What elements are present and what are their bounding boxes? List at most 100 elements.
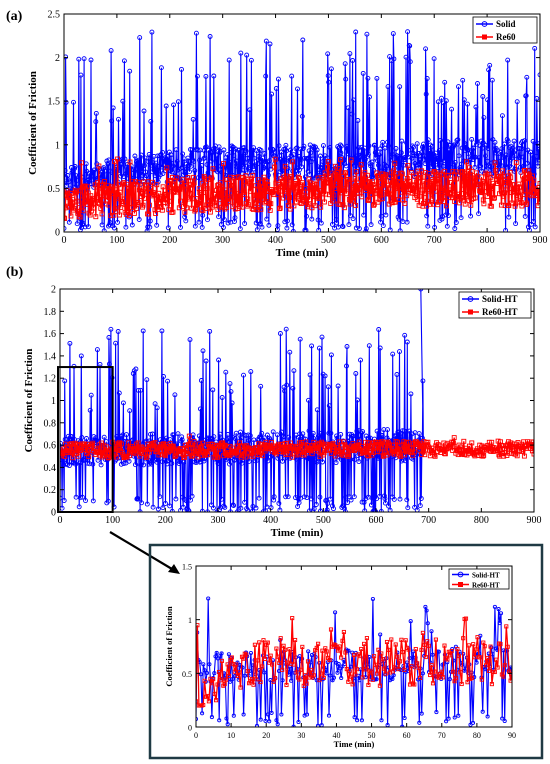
data-point	[160, 184, 166, 190]
x-tick-label: 0	[62, 235, 67, 246]
data-point	[214, 183, 220, 189]
data-point	[399, 447, 405, 453]
data-point	[371, 453, 376, 459]
data-point	[425, 223, 431, 229]
data-point	[130, 437, 136, 443]
data-point	[343, 163, 349, 169]
data-point	[503, 152, 509, 158]
data-point	[275, 223, 281, 229]
data-point	[177, 176, 183, 182]
data-point	[271, 153, 277, 159]
data-point	[158, 204, 164, 210]
data-point	[204, 670, 210, 676]
data-point	[328, 66, 334, 72]
data-point	[308, 667, 313, 672]
data-point	[66, 179, 72, 185]
plot-frame	[63, 13, 541, 233]
data-point	[246, 458, 252, 464]
data-point	[277, 206, 283, 212]
data-point	[188, 191, 194, 197]
data-point	[75, 453, 81, 459]
data-point	[499, 146, 505, 152]
data-point	[475, 635, 480, 640]
data-point	[93, 110, 99, 116]
data-point	[298, 146, 304, 152]
data-point	[479, 677, 484, 682]
data-point	[102, 179, 107, 184]
data-point	[269, 91, 275, 97]
data-point	[478, 174, 484, 180]
data-point	[356, 459, 362, 465]
legend-marker	[482, 34, 487, 40]
data-point	[77, 495, 83, 501]
data-point	[402, 157, 408, 163]
data-point	[231, 713, 236, 718]
data-point	[341, 657, 346, 662]
data-point	[277, 660, 282, 665]
data-point	[345, 105, 351, 111]
data-point	[402, 332, 408, 338]
data-point	[85, 224, 91, 230]
data-point	[505, 57, 511, 63]
data-point	[293, 495, 298, 501]
data-point	[452, 159, 458, 165]
data-point	[201, 662, 206, 667]
data-point	[225, 722, 230, 727]
data-point	[180, 504, 186, 510]
data-point	[414, 196, 420, 202]
data-point	[197, 157, 202, 163]
data-point	[200, 348, 206, 354]
data-point	[373, 662, 378, 667]
data-point	[258, 147, 264, 153]
data-point	[395, 179, 401, 184]
data-point	[340, 449, 345, 455]
data-point	[328, 450, 334, 456]
data-point	[79, 435, 85, 440]
data-point	[374, 428, 380, 434]
data-point	[264, 216, 270, 222]
data-point	[442, 643, 447, 648]
data-point	[237, 226, 243, 232]
data-point	[376, 176, 382, 182]
data-point	[170, 163, 176, 169]
data-point	[300, 37, 306, 43]
data-point	[432, 669, 437, 674]
data-point	[356, 226, 362, 232]
data-point	[364, 636, 369, 641]
data-point	[309, 451, 315, 457]
y-tick-label: 0.5	[48, 184, 61, 195]
data-point	[333, 610, 338, 615]
data-point	[453, 220, 459, 225]
data-point	[510, 153, 516, 159]
data-point	[361, 177, 367, 183]
data-point	[381, 185, 387, 191]
data-point	[279, 179, 285, 185]
data-point	[74, 178, 80, 183]
data-point	[439, 669, 444, 674]
data-point	[274, 432, 280, 438]
data-point	[172, 392, 178, 398]
data-point	[459, 145, 465, 151]
data-point	[296, 171, 302, 177]
data-point	[366, 682, 371, 688]
data-point	[442, 451, 448, 457]
data-point	[433, 150, 439, 156]
data-point	[254, 192, 259, 198]
data-point	[397, 349, 402, 355]
data-point	[71, 99, 76, 105]
data-point	[265, 712, 271, 717]
data-point	[273, 180, 279, 186]
data-point	[205, 170, 211, 176]
data-point	[244, 652, 249, 657]
data-point	[446, 716, 451, 721]
data-point	[203, 144, 209, 150]
data-point	[450, 188, 456, 194]
data-point	[444, 173, 450, 179]
legend-entry: Re60-HT	[482, 307, 518, 317]
data-point	[200, 212, 206, 218]
data-point	[300, 180, 306, 186]
data-point	[242, 673, 247, 678]
data-point	[388, 442, 394, 448]
data-point	[289, 73, 295, 79]
legend-entry: Re60	[496, 32, 516, 42]
